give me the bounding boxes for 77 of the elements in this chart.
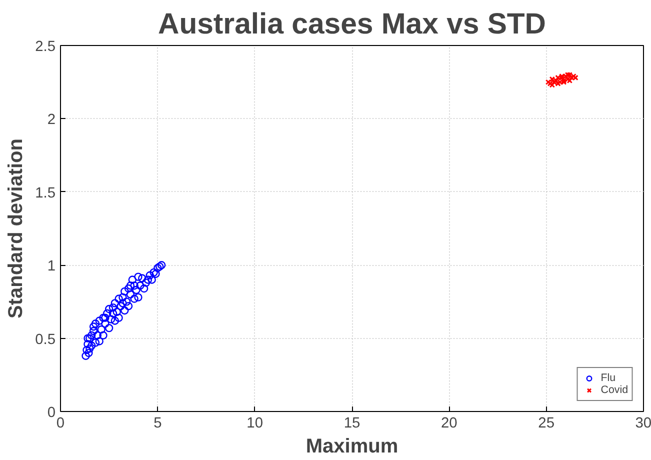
- y-axis-title: Standard deviation: [5, 138, 28, 319]
- point: [128, 276, 137, 284]
- point: [91, 338, 100, 347]
- point: [134, 272, 142, 281]
- point: [124, 302, 133, 310]
- point: [110, 299, 120, 308]
- x-tick-label: 30: [635, 416, 651, 432]
- point: [89, 326, 98, 336]
- point: [136, 282, 144, 290]
- point: [91, 320, 100, 328]
- point: [93, 331, 102, 340]
- point: [124, 284, 133, 293]
- point: [108, 309, 118, 318]
- point: [82, 352, 90, 360]
- point: [118, 293, 127, 302]
- point: [106, 315, 116, 324]
- y-tick-label: 2: [47, 112, 56, 128]
- point: [130, 294, 138, 303]
- point: [152, 270, 160, 278]
- point: [87, 342, 96, 350]
- point: [84, 334, 92, 342]
- y-tick-label: 0.5: [35, 332, 56, 348]
- y-tick-label: 2.5: [35, 39, 56, 55]
- point: [99, 331, 108, 340]
- point: [120, 306, 129, 315]
- x-tick-label: 20: [441, 416, 458, 432]
- point: [134, 293, 142, 302]
- point: [154, 264, 162, 272]
- point: [126, 282, 135, 290]
- point: [120, 287, 129, 296]
- legend-label: Covid: [600, 384, 628, 396]
- point: [82, 346, 91, 354]
- point: [148, 276, 156, 284]
- point: [104, 304, 114, 314]
- point: [101, 314, 110, 322]
- point: [95, 316, 104, 325]
- point: [87, 331, 96, 340]
- point: [89, 322, 98, 331]
- point: [146, 271, 154, 280]
- point: [156, 262, 164, 271]
- x-axis-title: Maximum: [306, 436, 398, 458]
- point: [84, 348, 93, 358]
- y-tick-label: 0: [47, 405, 56, 421]
- point: [140, 284, 148, 293]
- x-tick-label: 15: [344, 416, 360, 432]
- point: [95, 337, 104, 346]
- point: [86, 344, 94, 353]
- point: [108, 303, 118, 312]
- point: [130, 282, 138, 290]
- point: [116, 302, 125, 310]
- point: [126, 290, 135, 298]
- point: [84, 340, 92, 348]
- point: [101, 320, 110, 328]
- point: [157, 261, 166, 270]
- chart-title: Australia cases Max vs STD: [158, 8, 546, 40]
- point: [132, 286, 140, 294]
- y-tick-label: 1.5: [35, 185, 56, 202]
- point: [110, 316, 120, 325]
- y-tick-label: 1: [47, 258, 56, 275]
- point: [99, 314, 108, 322]
- point: [138, 274, 146, 282]
- point: [104, 324, 114, 332]
- point: [118, 299, 127, 308]
- point: [103, 309, 112, 318]
- point: [97, 325, 106, 334]
- point: [122, 298, 131, 306]
- point: [144, 276, 152, 284]
- point: [114, 294, 123, 303]
- point: [112, 308, 121, 316]
- x-tick-label: 25: [538, 416, 554, 432]
- point: [114, 314, 123, 322]
- legend-label: Flu: [600, 372, 617, 384]
- x-tick-label: 10: [246, 416, 263, 432]
- point: [150, 268, 158, 277]
- x-tick-label: 5: [154, 416, 162, 432]
- point: [142, 278, 150, 287]
- point: [86, 334, 94, 342]
